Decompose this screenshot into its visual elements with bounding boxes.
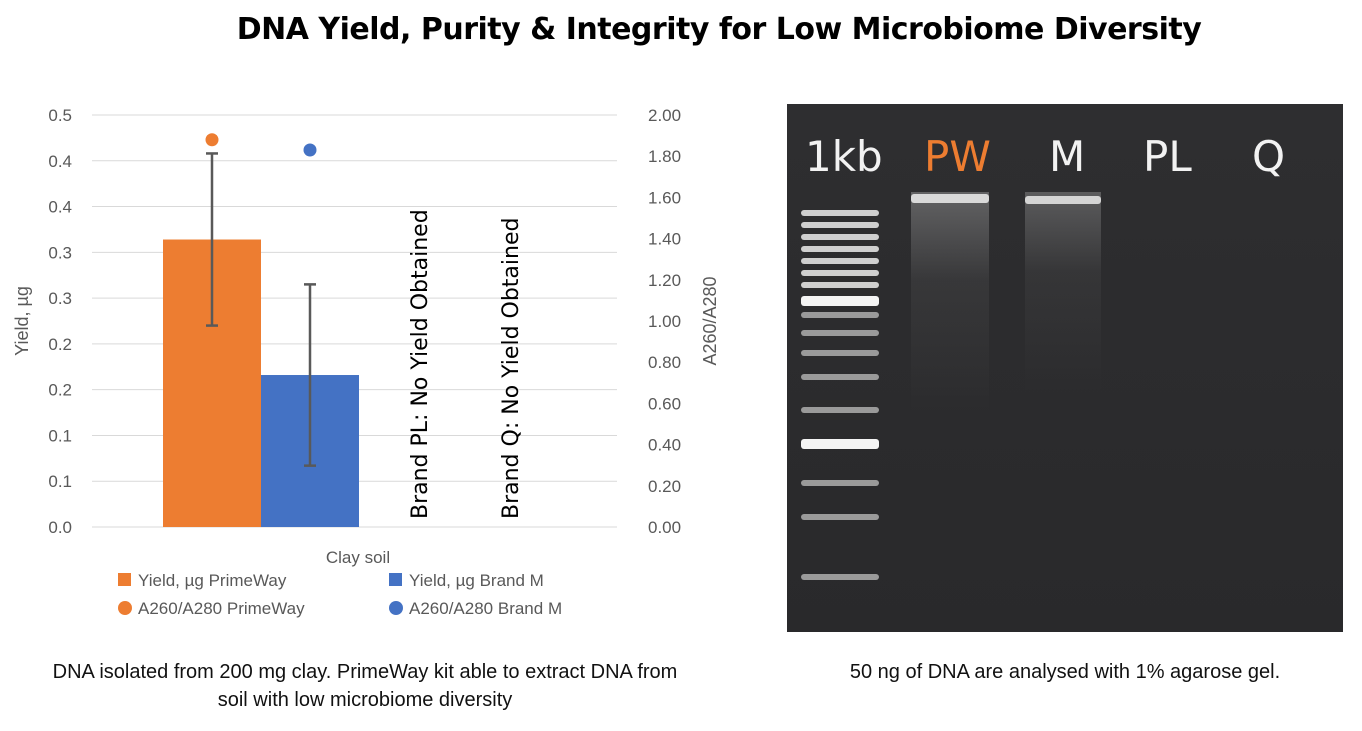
legend-marker (118, 601, 132, 615)
y2-tick-label: 1.40 (648, 230, 681, 249)
y-tick-label: 0.1 (48, 472, 72, 491)
y-tick-label: 0.0 (48, 518, 72, 537)
gel-smear-m (1025, 192, 1101, 392)
gel-lane-label-pl: PL (1143, 132, 1192, 181)
gel-ladder-band (801, 282, 879, 288)
agarose-gel-image: 1kb PW M PL Q (787, 104, 1343, 632)
y-tick-label: 0.1 (48, 426, 72, 445)
y2-tick-label: 1.00 (648, 312, 681, 331)
gel-ladder-band (801, 222, 879, 228)
y-tick-label: 0.5 (48, 106, 72, 125)
y-tick-label: 0.2 (48, 335, 72, 354)
legend-label: Yield, µg Brand M (409, 571, 544, 590)
y2-tick-label: 2.00 (648, 106, 681, 125)
y2-tick-label: 1.80 (648, 147, 681, 166)
gel-lane-label-pw: PW (924, 132, 991, 181)
y2-tick-label: 0.40 (648, 436, 681, 455)
y2-tick-label: 0.60 (648, 394, 681, 413)
y-tick-label: 0.4 (48, 152, 72, 171)
gel-ladder-band (801, 246, 879, 252)
no-yield-annotation: Brand Q: No Yield Obtained (499, 218, 524, 519)
y-tick-label: 0.2 (48, 381, 72, 400)
y-tick-label: 0.3 (48, 243, 72, 262)
y2-tick-label: 0.20 (648, 477, 681, 496)
legend-swatch (118, 573, 131, 586)
gel-ladder-band (801, 210, 879, 216)
gel-ladder-band (801, 374, 879, 380)
y2-tick-label: 0.80 (648, 353, 681, 372)
y-tick-label: 0.3 (48, 289, 72, 308)
y-tick-label: 0.4 (48, 198, 72, 217)
y2-tick-label: 0.00 (648, 518, 681, 537)
gel-band-pw (911, 194, 989, 203)
y2-tick-label: 1.20 (648, 271, 681, 290)
legend-marker (389, 601, 403, 615)
legend-swatch (389, 573, 402, 586)
legend-label: A260/A280 PrimeWay (138, 599, 305, 618)
gel-ladder-band (801, 350, 879, 356)
legend-label: A260/A280 Brand M (409, 599, 562, 618)
gel-ladder-band (801, 330, 879, 336)
gel-ladder-band (801, 514, 879, 520)
gel-ladder-band (801, 234, 879, 240)
gel-ladder-band (801, 574, 879, 580)
gel-ladder-band (801, 407, 879, 413)
gel-ladder-band (801, 480, 879, 486)
y2-axis-title: A260/A280 (700, 276, 720, 365)
gel-ladder-band (801, 270, 879, 276)
x-axis-title: Clay soil (326, 548, 390, 567)
point-a260-primeway (205, 133, 219, 147)
gel-band-m (1025, 196, 1101, 204)
gel-ladder-band (801, 439, 879, 449)
point-a260-brand-m (303, 143, 317, 157)
gel-smear-pw (911, 192, 989, 412)
combo-chart: 0.0 0.1 0.1 0.2 0.2 0.3 0.3 0.4 0.4 0.5 0.00 0.20 0.… (12, 106, 720, 618)
gel-ladder-band (801, 312, 879, 318)
gel-ladder-band (801, 296, 879, 306)
gel-lane-label-1kb: 1kb (805, 132, 883, 181)
y-axis-title: Yield, µg (12, 286, 32, 356)
gel-lane-label-m: M (1049, 132, 1086, 181)
y2-tick-label: 1.60 (648, 188, 681, 207)
page-title: DNA Yield, Purity & Integrity for Low Mi… (236, 12, 1202, 47)
no-yield-annotation: Brand PL: No Yield Obtained (408, 209, 433, 519)
gel-caption: 50 ng of DNA are analysed with 1% agaros… (849, 661, 1281, 683)
chart-caption: DNA isolated from 200 mg clay. PrimeWay … (52, 661, 678, 711)
legend-label: Yield, µg PrimeWay (138, 571, 287, 590)
gel-lane-label-q: Q (1252, 132, 1286, 181)
gel-ladder-band (801, 258, 879, 264)
